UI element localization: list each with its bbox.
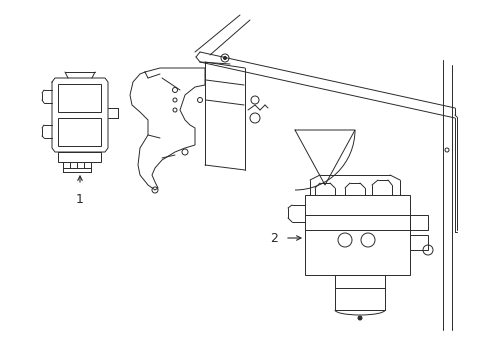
Text: 1: 1	[76, 193, 84, 206]
Bar	[58, 118, 101, 146]
Bar	[409, 235, 427, 250]
Circle shape	[357, 316, 361, 320]
Bar	[409, 215, 427, 230]
Bar	[305, 195, 409, 275]
Bar	[58, 84, 101, 112]
Bar	[58, 152, 101, 162]
Text: 2: 2	[269, 231, 278, 244]
Circle shape	[223, 57, 226, 59]
Bar	[334, 275, 384, 310]
